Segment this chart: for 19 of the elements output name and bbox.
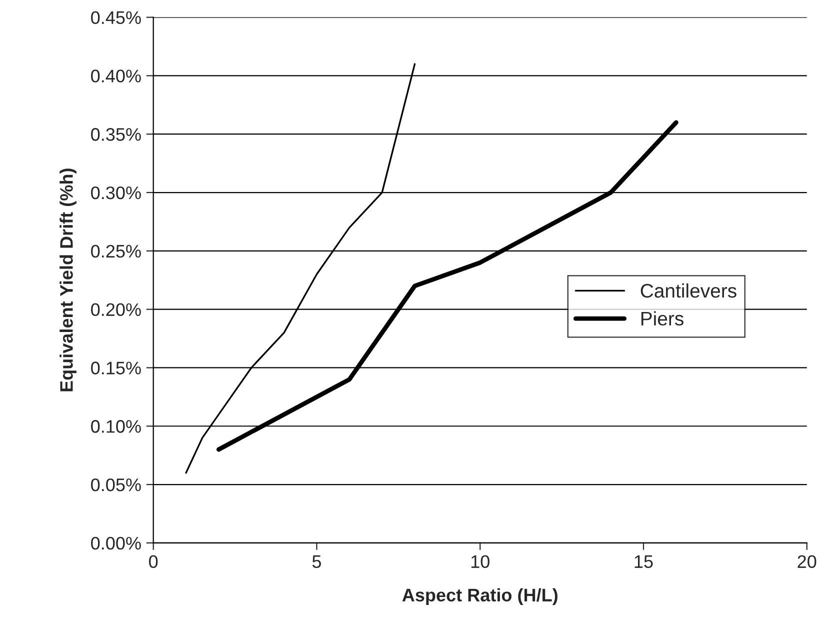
legend-label: Piers (641, 311, 684, 326)
y-tick-label: 0.35% (91, 128, 141, 141)
x-tick-label: 15 (634, 555, 653, 568)
y-tick-label: 0.40% (91, 70, 141, 82)
y-tick-label: 0.05% (91, 478, 141, 492)
y-tick-label: 0.00% (91, 536, 141, 550)
x-tick-label: 20 (798, 555, 816, 568)
x-tick-label: 10 (471, 555, 490, 568)
y-axis-title: Equivalent Yield Drift (%h) (60, 168, 76, 392)
y-tick-label: 0.10% (91, 420, 141, 433)
y-tick-label: 0.15% (91, 362, 141, 374)
y-tick-label: 0.20% (91, 303, 141, 316)
y-tick-label: 0.25% (91, 244, 141, 258)
x-axis-title: Aspect Ratio (H/L) (402, 588, 558, 606)
y-tick-label: 0.30% (91, 186, 141, 200)
x-tick-label: 5 (312, 555, 321, 568)
legend-label: Cantilevers (640, 283, 736, 298)
x-tick-label: 0 (149, 555, 158, 568)
y-tick-label: 0.45% (91, 11, 141, 24)
